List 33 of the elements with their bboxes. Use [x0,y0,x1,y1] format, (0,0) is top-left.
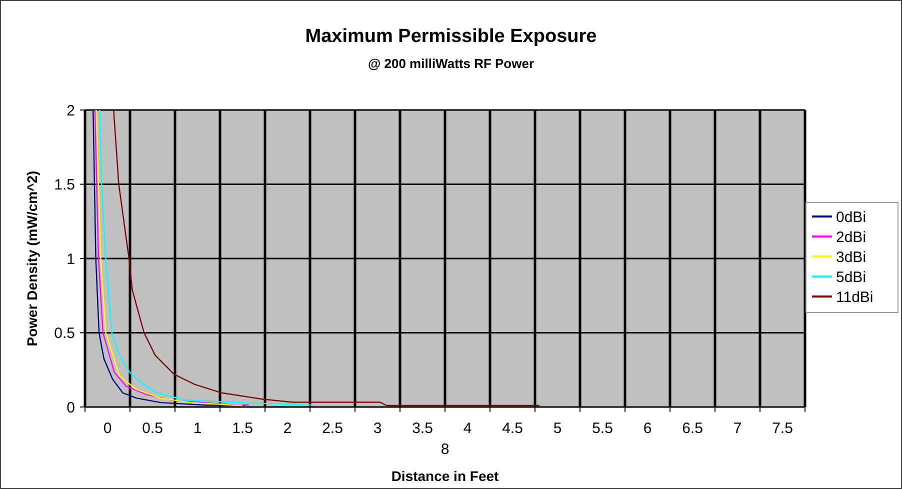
x-tick-label: 0 [103,420,112,437]
chart-subtitle: @ 200 milliWatts RF Power [368,56,534,71]
legend-label: 11dBi [836,288,874,306]
x-tick-label: 4.5 [502,420,523,437]
x-tick-label: 7 [733,420,742,437]
x-tick-label: 1 [193,420,202,437]
x-tick-label: 2 [283,420,292,437]
x-tick-label: 5 [553,420,562,437]
x-axis-title: Distance in Feet [391,468,500,484]
text: 8 [440,441,450,458]
x-tick-label: 7.5 [772,420,793,437]
legend-label: 2dBi [836,228,866,246]
x-tick-label: 0.5 [142,420,163,437]
x-tick-label: 3.5 [412,420,433,437]
line-series [99,109,316,406]
line-series [113,109,540,406]
y-tick-label: 1 [66,250,75,268]
x-tick-label: 2.5 [322,420,343,437]
y-tick-label: 0.5 [54,325,75,342]
x-tick-label: 6.5 [682,420,703,437]
y-tick-label: 0 [66,399,75,416]
y-tick-label: 2 [66,102,75,120]
y-tick-label: 1.5 [54,176,75,194]
x-tick-label: 5.5 [592,420,613,437]
x-tick-label: 3 [373,420,382,437]
legend-label: 0dBi [836,208,866,226]
y-axis-title: Power Density (mW/cm^2) [24,170,40,346]
x-tick-label: 6 [643,420,652,437]
x-tick-label: 1.5 [232,420,253,437]
chart-title: Maximum Permissible Exposure [305,26,597,47]
legend-label: 5dBi [836,268,866,286]
x-tick-label: 4 [463,420,472,437]
legend-label: 3dBi [836,248,866,266]
